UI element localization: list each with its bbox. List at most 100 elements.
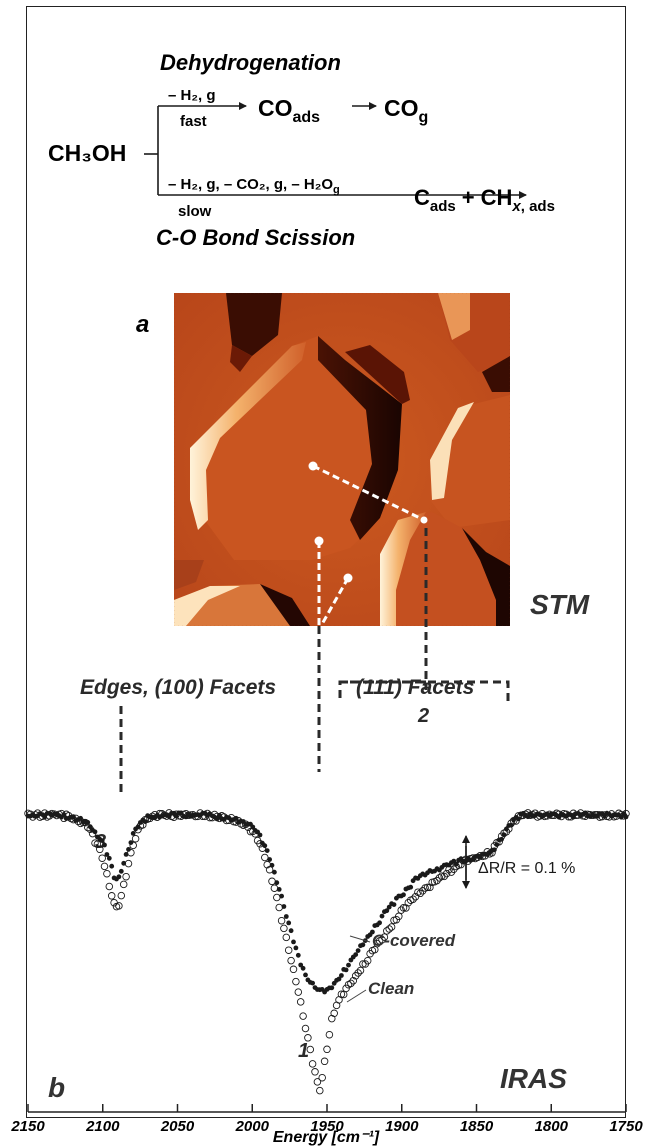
data-point [124,859,133,868]
data-point [355,948,361,953]
data-point [337,990,346,998]
data-point [178,810,184,816]
data-point [308,1060,317,1068]
data-point [105,882,114,891]
data-point [509,817,518,825]
data-point [323,1045,331,1054]
data-point [122,872,130,881]
series-clean [24,809,630,1095]
data-point [435,874,444,882]
data-point [453,861,459,867]
stm-marker-edge [314,536,324,546]
data-point [294,988,303,996]
data-point [450,865,458,873]
dehydrogenation-heading: Dehydrogenation [160,50,341,75]
data-point [306,1045,315,1054]
data-point [280,924,288,933]
x-tick-label: 1800 [535,1118,569,1135]
data-point [250,824,256,830]
data-point [494,842,500,847]
scale-bar-label: ΔR/R = 0.1 % [478,860,575,877]
data-point [109,863,115,869]
data-point [275,903,283,912]
x-tick-label: 2000 [235,1118,270,1135]
data-point [262,843,268,849]
data-point [499,836,504,842]
data-point [126,847,131,852]
x-tick-label: 1850 [460,1118,494,1135]
data-point [320,1057,329,1066]
stm-image [174,293,510,626]
x-tick-label: 2100 [85,1118,120,1135]
data-point [295,952,301,958]
data-point [93,840,102,848]
data-point [416,889,425,898]
x-axis: 2150 2100 2050 2000 1950 1900 1850 1800 1750 [10,1104,643,1135]
data-point [281,904,287,909]
data-point [423,883,432,892]
data-point [98,854,106,862]
data-point [409,895,417,903]
data-point [267,857,272,862]
data-point [116,874,122,880]
stm-marker-center [308,461,318,471]
data-point [442,869,451,878]
data-point [299,1012,307,1020]
data-point [277,916,286,925]
data-point [292,977,300,986]
iras-plot [24,809,630,1095]
data-point [360,942,366,948]
figure-frame [26,6,626,1118]
data-point [233,815,239,821]
data-point [92,829,98,835]
data-point [264,848,270,853]
data-point [438,872,446,880]
data-point [282,933,291,942]
data-point [102,842,107,848]
data-point [399,904,408,912]
data-point [78,815,83,821]
data-point [61,812,67,817]
product-co-ads: COads [258,95,320,126]
data-point [433,876,441,885]
data-point [408,884,414,890]
data-point [347,979,355,988]
data-point [304,1034,312,1042]
data-point [142,819,148,824]
data-point [117,891,126,900]
data-point [257,832,263,838]
data-point [311,1068,319,1076]
data-point [385,925,393,933]
data-point [508,822,514,828]
data-point [118,868,124,874]
slow-label: slow [178,203,212,220]
data-point [71,814,76,820]
data-point [85,820,91,825]
data-point [107,892,116,900]
x-tick-label: 1900 [385,1118,419,1135]
data-point [504,826,509,832]
data-point [261,853,269,862]
data-point [571,814,576,820]
product-c-ads: Cads + CHx, ads [414,185,555,215]
data-point [87,824,93,830]
band-2-label: 2 [417,705,429,727]
data-point [387,923,396,931]
reaction-scheme: Dehydrogenation CH₃OH – H₂, g fast COads… [48,50,555,250]
data-point [269,862,275,868]
data-point [316,1086,324,1095]
edges-facets-label: Edges, (100) Facets [80,676,276,699]
data-point [100,862,109,871]
data-point [349,976,358,985]
data-point [492,847,497,853]
panel-a-label: a [136,311,149,338]
data-point [516,816,521,822]
data-point [621,811,626,816]
data-point [383,927,391,935]
data-point [296,998,305,1006]
data-point [217,812,222,818]
data-point [336,976,342,982]
stm-method-label: STM [530,589,590,620]
data-point [623,814,629,820]
data-point [618,814,624,820]
